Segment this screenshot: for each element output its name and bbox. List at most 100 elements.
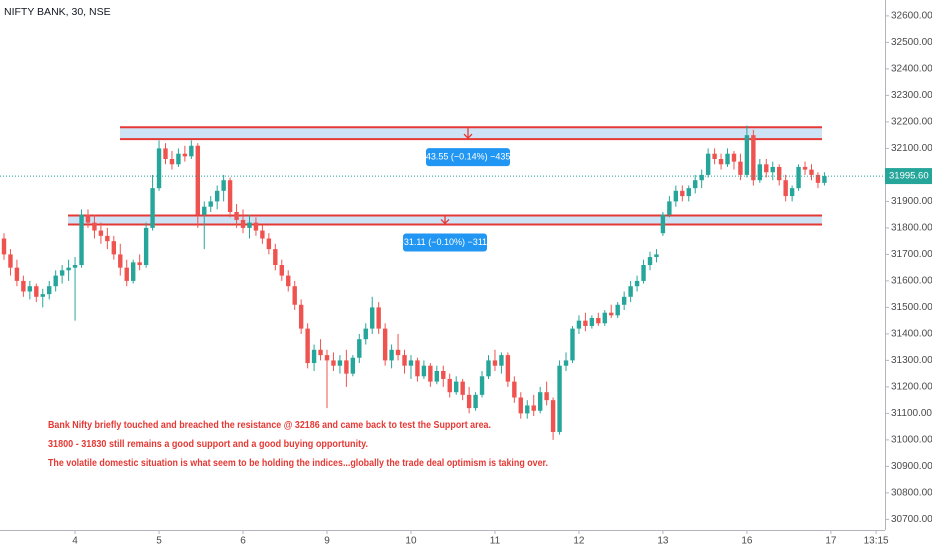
candle-body — [34, 286, 39, 297]
zone-arrow — [463, 128, 473, 140]
candle-body — [563, 360, 569, 366]
candle-body — [680, 190, 685, 197]
candle-body — [150, 188, 155, 228]
candle-body — [124, 267, 129, 281]
zone-label-box — [426, 148, 510, 167]
y-tick-label: 32500.00 — [891, 37, 932, 48]
y-tick-label: 31600.00 — [891, 276, 932, 287]
y-tick-label: 31900.00 — [891, 196, 932, 207]
candle-body — [118, 254, 123, 268]
candle-body — [21, 280, 26, 292]
zone-label: −31.11 (−0.10%) −3111 — [399, 237, 492, 247]
candle-body — [311, 349, 317, 364]
y-tick-label: 31700.00 — [891, 249, 932, 260]
candle-body — [428, 365, 433, 382]
x-tick-label: 10 — [405, 536, 417, 547]
candle-body — [344, 360, 349, 374]
x-tick-label: 11 — [490, 536, 501, 547]
candle-body — [350, 357, 356, 374]
candle-body — [537, 392, 543, 411]
candle-body — [705, 153, 711, 175]
zone-arrow — [440, 216, 450, 225]
candle-body — [693, 180, 698, 189]
last-price-box — [885, 168, 932, 185]
candle-body — [712, 153, 717, 159]
y-tick-label: 32600.00 — [891, 11, 932, 22]
candle-body — [324, 355, 330, 361]
candle-body — [408, 360, 414, 366]
y-tick-label: 32200.00 — [891, 117, 932, 128]
candle-body — [544, 392, 549, 401]
candle-body — [156, 148, 162, 189]
candle-body — [486, 360, 491, 377]
candle-body — [1, 238, 7, 255]
y-tick-label: 31400.00 — [891, 329, 932, 340]
candle-body — [292, 286, 297, 305]
candle-body — [660, 214, 666, 234]
candle-body — [802, 166, 808, 170]
candle-body — [647, 257, 653, 265]
candle-body — [202, 206, 207, 215]
candle-body — [221, 180, 226, 191]
candle-body — [615, 304, 620, 316]
candle-body — [286, 275, 291, 287]
candle-body — [137, 262, 142, 265]
candle-body — [169, 159, 175, 165]
candle-body — [266, 238, 272, 250]
x-tick-label: 4 — [72, 536, 78, 547]
candle-body — [628, 286, 633, 297]
candle-body — [809, 169, 814, 175]
candle-body — [434, 371, 440, 382]
candle-body — [796, 166, 801, 189]
candle-body — [260, 230, 265, 239]
candle-body — [770, 166, 775, 173]
candle-body — [641, 265, 646, 281]
x-tick-label: 13 — [657, 536, 669, 547]
candle-body — [98, 230, 104, 236]
candle-body — [525, 405, 530, 414]
chart-title: NIFTY BANK, 30, NSE — [4, 6, 111, 18]
candle-body — [182, 153, 188, 157]
candle-body — [382, 328, 388, 361]
y-tick-label: 31200.00 — [891, 382, 932, 393]
candle-body — [59, 270, 65, 276]
candle-body — [318, 349, 323, 356]
candle-body — [227, 180, 233, 212]
candle-body — [550, 400, 556, 432]
candle-body — [195, 145, 200, 215]
candle-body — [189, 145, 194, 157]
candle-body — [53, 275, 58, 287]
candle-body — [673, 190, 679, 202]
candle-body — [576, 320, 582, 329]
candle-body — [208, 201, 213, 207]
candle-body — [305, 328, 310, 364]
annotation: The volatile domestic situation is what … — [48, 457, 548, 469]
candle-body — [389, 349, 394, 361]
candle-body — [337, 360, 343, 366]
candle-body — [8, 254, 13, 268]
candle-body — [402, 355, 407, 366]
candle-body — [764, 164, 769, 173]
candle-body — [621, 296, 627, 305]
candle-body — [609, 312, 614, 316]
candle-body — [279, 265, 284, 276]
candle-body — [395, 349, 401, 356]
y-tick-label: 32300.00 — [891, 90, 932, 101]
candle-body — [822, 176, 827, 183]
x-tick-label: 16 — [741, 536, 753, 547]
candle-body — [466, 394, 472, 409]
candle-body — [738, 161, 743, 175]
candle-body — [473, 394, 478, 409]
candle-body — [583, 320, 588, 326]
candle-body — [815, 174, 821, 183]
y-tick-label: 30700.00 — [891, 514, 932, 525]
candle-body — [686, 188, 691, 197]
candle-body — [163, 148, 168, 159]
candle-body — [454, 381, 459, 393]
candle-body — [718, 159, 724, 165]
candle-body — [370, 307, 375, 329]
y-tick-label: 31800.00 — [891, 223, 932, 234]
candle-body — [131, 262, 136, 281]
zone — [120, 127, 822, 140]
